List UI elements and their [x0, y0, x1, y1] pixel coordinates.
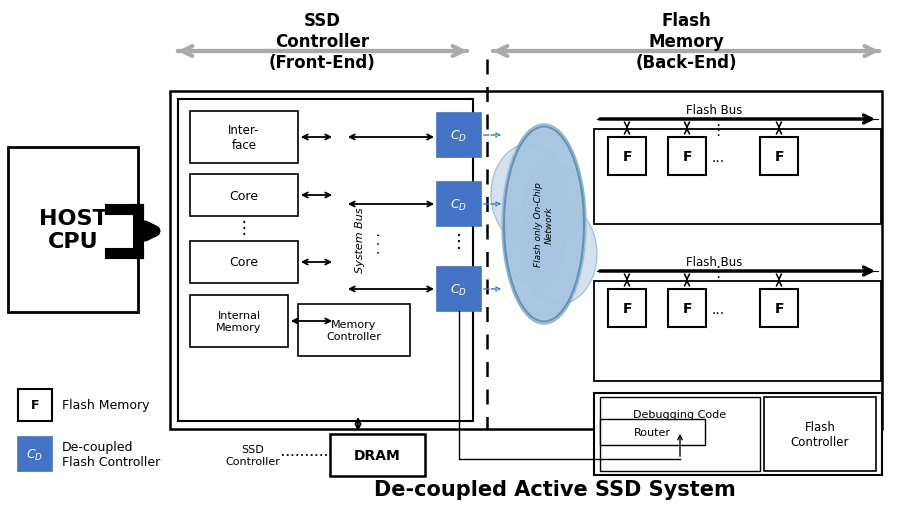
Bar — [18, 437, 52, 471]
Text: Debugging Code: Debugging Code — [634, 409, 726, 419]
Bar — [594, 393, 882, 475]
Text: SSD
Controller: SSD Controller — [225, 444, 280, 466]
Text: $C_D$: $C_D$ — [451, 128, 467, 143]
Text: F: F — [31, 399, 40, 412]
Text: F: F — [774, 149, 784, 164]
Text: HOST
CPU: HOST CPU — [39, 209, 107, 251]
Text: De-coupled Active SSD System: De-coupled Active SSD System — [374, 479, 736, 499]
Text: $C_D$: $C_D$ — [26, 446, 43, 462]
Text: Flash
Controller: Flash Controller — [791, 420, 850, 448]
Text: Inter-
face: Inter- face — [229, 124, 260, 152]
Text: System Bus: System Bus — [355, 207, 365, 272]
Text: ...: ... — [711, 150, 724, 165]
Bar — [298, 305, 410, 357]
Bar — [668, 138, 706, 176]
Ellipse shape — [504, 127, 584, 322]
Text: Flash Bus: Flash Bus — [686, 255, 742, 268]
Bar — [760, 289, 798, 327]
Bar — [8, 147, 138, 313]
Text: Core: Core — [230, 256, 258, 269]
Text: ⋮: ⋮ — [710, 122, 725, 137]
Bar — [600, 419, 705, 445]
Text: Flash Memory: Flash Memory — [62, 399, 149, 412]
Bar — [594, 130, 881, 225]
Bar — [668, 289, 706, 327]
Text: Internal
Memory: Internal Memory — [216, 311, 262, 332]
Text: ⋮: ⋮ — [710, 264, 725, 279]
Text: Flash Bus: Flash Bus — [686, 104, 742, 116]
Bar — [600, 397, 760, 471]
Ellipse shape — [524, 165, 584, 244]
Text: Flash only On-Chip
Network: Flash only On-Chip Network — [535, 182, 554, 267]
Text: F: F — [774, 301, 784, 316]
Text: SSD
Controller
(Front-End): SSD Controller (Front-End) — [268, 12, 375, 72]
Bar — [760, 138, 798, 176]
Text: F: F — [622, 301, 632, 316]
Ellipse shape — [491, 145, 567, 244]
Bar — [18, 389, 52, 421]
Bar — [178, 100, 473, 421]
Bar — [437, 268, 481, 312]
Text: ⋮: ⋮ — [450, 232, 468, 250]
Text: ...: ... — [711, 302, 724, 316]
Text: DRAM: DRAM — [354, 448, 400, 462]
Ellipse shape — [521, 205, 597, 305]
Text: F: F — [682, 149, 692, 164]
Bar — [437, 183, 481, 227]
Bar — [190, 175, 298, 217]
Text: Core: Core — [230, 189, 258, 202]
Text: F: F — [622, 149, 632, 164]
Bar — [330, 434, 425, 476]
Ellipse shape — [504, 205, 564, 284]
Text: $C_D$: $C_D$ — [451, 282, 467, 297]
Bar — [190, 112, 298, 164]
Ellipse shape — [502, 125, 586, 324]
Bar — [437, 114, 481, 158]
Bar — [608, 289, 646, 327]
Bar — [190, 241, 298, 283]
Text: ⋮: ⋮ — [236, 219, 252, 236]
Text: Flash
Memory
(Back-End): Flash Memory (Back-End) — [635, 12, 737, 72]
Bar — [594, 281, 881, 381]
Text: De-coupled
Flash Controller: De-coupled Flash Controller — [62, 440, 160, 468]
Text: F: F — [682, 301, 692, 316]
Bar — [190, 295, 288, 347]
Text: Memory
Controller: Memory Controller — [327, 320, 382, 341]
Bar — [170, 92, 882, 429]
Text: · · ·: · · · — [373, 232, 387, 254]
Bar — [764, 397, 876, 471]
Bar — [608, 138, 646, 176]
Text: $C_D$: $C_D$ — [451, 197, 467, 212]
Text: Router: Router — [634, 427, 671, 437]
